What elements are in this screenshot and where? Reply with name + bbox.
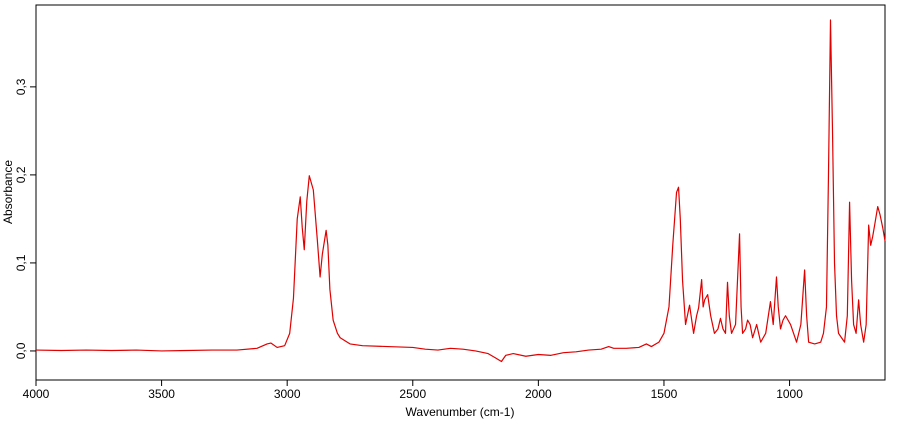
x-axis-label: Wavenumber (cm-1): [406, 405, 515, 419]
y-tick-label: 0,3: [14, 78, 28, 95]
x-tick-label: 2000: [525, 387, 552, 401]
x-tick-label: 3500: [148, 387, 175, 401]
x-tick-label: 2500: [399, 387, 426, 401]
x-tick-label: 3000: [274, 387, 301, 401]
x-tick-label: 1000: [776, 387, 803, 401]
plot-frame: [35, 4, 886, 381]
spectrum-line: [35, 19, 886, 363]
x-tick-label: 1500: [651, 387, 678, 401]
x-tick-label: 4000: [23, 387, 50, 401]
y-tick-label: 0,1: [14, 254, 28, 271]
y-tick-label: 0,0: [14, 342, 28, 359]
y-axis-label: Absorbance: [1, 160, 15, 224]
y-tick-label: 0,2: [14, 166, 28, 183]
